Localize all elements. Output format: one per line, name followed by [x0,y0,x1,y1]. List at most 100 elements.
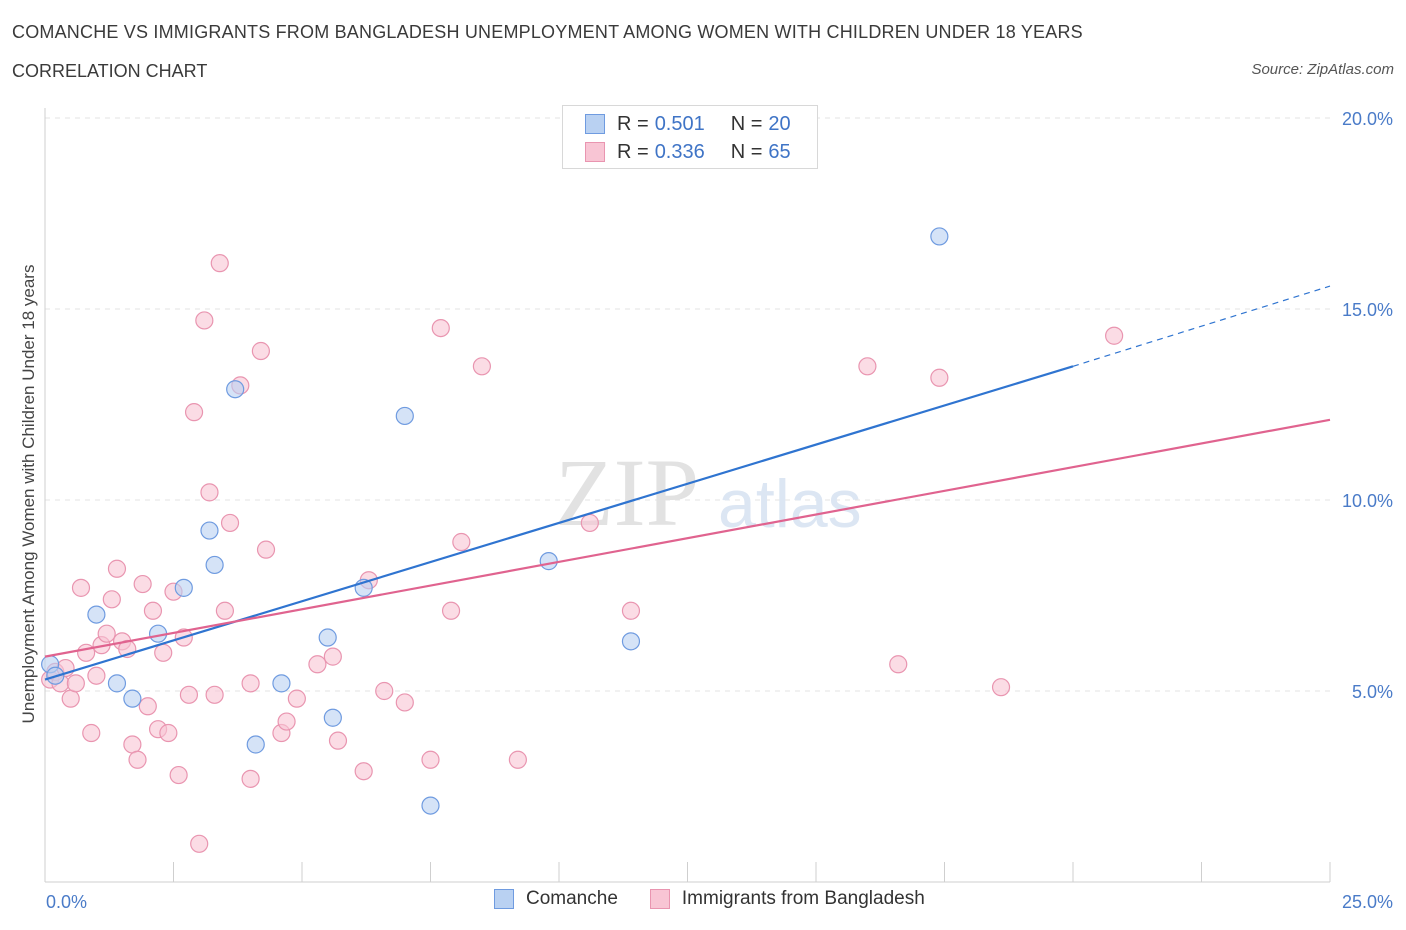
legend-r-label: R = [617,140,649,163]
bangladesh-point [395,693,414,712]
bangladesh-point [205,685,224,704]
comanche-point [395,406,414,426]
comanche-point [107,674,127,693]
bangladesh-point [143,601,163,620]
bangladesh-point [169,765,188,785]
bangladesh-point [66,674,85,693]
comanche-point [323,708,342,727]
comanche-point [200,521,219,540]
bangladesh-point [323,647,342,666]
y-tick-labels: 5.0% 10.0% 15.0% 20.0% [1342,109,1393,702]
legend-swatch-bangladesh [649,889,670,909]
comanche-point [87,605,106,624]
y-axis-label: Unemployment Among Women with Children U… [19,265,38,724]
bangladesh-point [508,750,527,769]
bangladesh-point [452,532,471,552]
bangladesh-point [123,735,142,754]
bangladesh-point [441,601,461,620]
legend-r-value: 0.501 [654,112,705,135]
bangladesh-point [154,643,173,662]
comanche-point [205,555,224,575]
watermark-atlas: atlas [718,466,862,542]
series-legend: Comanche Immigrants from Bangladesh [494,888,957,910]
chart-title: COMANCHE VS IMMIGRANTS FROM BANGLADESH U… [12,22,1083,42]
bangladesh-point [61,689,80,708]
legend-row-comanche: R = 0.501 N = 20 [585,111,791,137]
grid-lines [45,117,1330,692]
legend-swatch-comanche [494,889,514,909]
comanche-point [930,227,949,246]
watermark: ZIP atlas [555,439,862,546]
legend-r-label: R = [617,112,649,135]
y-tick-label: 10.0% [1342,491,1393,511]
bangladesh-point [251,341,270,361]
legend-swatch-bangladesh [585,142,605,162]
stats-legend: R = 0.501 N = 20 R = 0.336 N = 65 [562,105,818,169]
bangladesh-point [241,674,260,693]
watermark-zip: ZIP [555,439,699,546]
bangladesh-point [210,254,229,273]
bangladesh-point [133,574,152,594]
bangladesh-trend-line [44,418,1331,658]
bangladesh-point [97,624,116,643]
bangladesh-point [184,403,204,422]
bangladesh-point [431,319,450,338]
legend-label-comanche: Comanche [526,888,618,909]
bangladesh-point [421,750,440,769]
comanche-point [421,796,440,815]
bangladesh-point [621,601,641,620]
bangladesh-point [159,723,178,743]
series-bangladesh-points [41,254,1124,853]
bangladesh-point [277,712,296,731]
series-comanche-points [41,227,949,815]
legend-n-label: N = [730,112,763,135]
legend-n-value: 65 [768,140,791,163]
bangladesh-point [107,559,127,578]
legend-n-value: 20 [768,112,791,135]
bangladesh-point [256,540,276,559]
comanche-point [621,632,641,651]
bangladesh-point [930,368,949,387]
trend-lines [44,285,1331,681]
comanche-point [174,578,193,597]
bangladesh-point [375,681,394,701]
y-tick-label: 15.0% [1342,300,1393,320]
legend-swatch-comanche [585,114,605,134]
bangladesh-point [328,731,348,750]
bangladesh-point [215,601,234,620]
bangladesh-point [190,834,209,853]
y-tick-label: 5.0% [1352,682,1393,702]
comanche-trend-line [44,365,1074,681]
bangladesh-point [1105,326,1124,345]
comanche-point [318,628,337,647]
x-tick-label-min: 0.0% [46,892,87,912]
source-label: Source: ZipAtlas.com [1251,61,1394,78]
bangladesh-point [858,357,877,376]
bangladesh-point [472,357,491,376]
legend-item-comanche[interactable]: Comanche [494,888,618,910]
legend-n-label: N = [730,140,763,163]
legend-label-bangladesh: Immigrants from Bangladesh [681,888,925,909]
bangladesh-point [71,578,91,597]
bangladesh-point [580,513,599,533]
comanche-trend-extension [1072,285,1331,367]
bangladesh-point [220,513,240,533]
legend-row-bangladesh: R = 0.336 N = 65 [585,139,791,165]
comanche-point [226,380,245,399]
bangladesh-point [308,655,327,674]
comanche-point [123,689,142,708]
bangladesh-point [287,689,306,708]
bangladesh-point [179,685,199,704]
legend-item-bangladesh[interactable]: Immigrants from Bangladesh [649,888,925,910]
comanche-point [246,735,265,754]
bangladesh-point [128,750,147,769]
bangladesh-point [991,678,1011,697]
x-tick-label-max: 25.0% [1342,892,1393,912]
bangladesh-point [102,590,121,609]
bangladesh-point [889,655,908,674]
comanche-point [539,552,558,571]
bangladesh-point [200,483,219,502]
bangladesh-point [87,666,106,685]
bangladesh-point [195,311,214,330]
